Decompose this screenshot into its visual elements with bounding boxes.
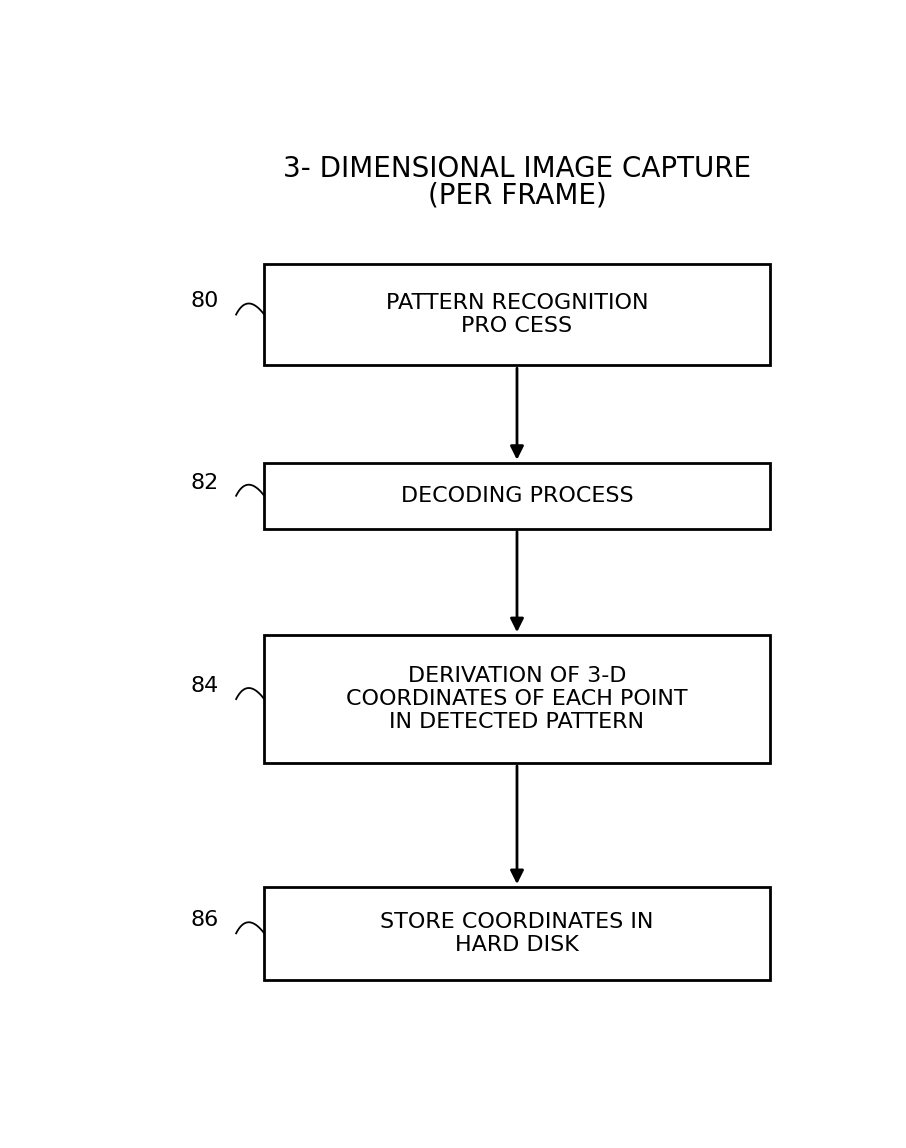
Text: (PER FRAME): (PER FRAME) <box>428 181 606 209</box>
Text: DECODING PROCESS: DECODING PROCESS <box>400 486 633 506</box>
Text: 80: 80 <box>190 292 218 311</box>
Bar <box>265 635 770 763</box>
Text: DERIVATION OF 3-D
COORDINATES OF EACH POINT
IN DETECTED PATTERN: DERIVATION OF 3-D COORDINATES OF EACH PO… <box>346 666 688 732</box>
Text: STORE COORDINATES IN
HARD DISK: STORE COORDINATES IN HARD DISK <box>381 912 653 955</box>
Bar <box>265 463 770 529</box>
Bar <box>265 887 770 979</box>
Text: 82: 82 <box>190 473 218 492</box>
Text: PATTERN RECOGNITION
PRO CESS: PATTERN RECOGNITION PRO CESS <box>386 293 648 336</box>
Text: 3- DIMENSIONAL IMAGE CAPTURE: 3- DIMENSIONAL IMAGE CAPTURE <box>283 155 751 183</box>
Text: 84: 84 <box>190 676 218 696</box>
Bar <box>265 264 770 365</box>
Text: 86: 86 <box>190 910 218 930</box>
